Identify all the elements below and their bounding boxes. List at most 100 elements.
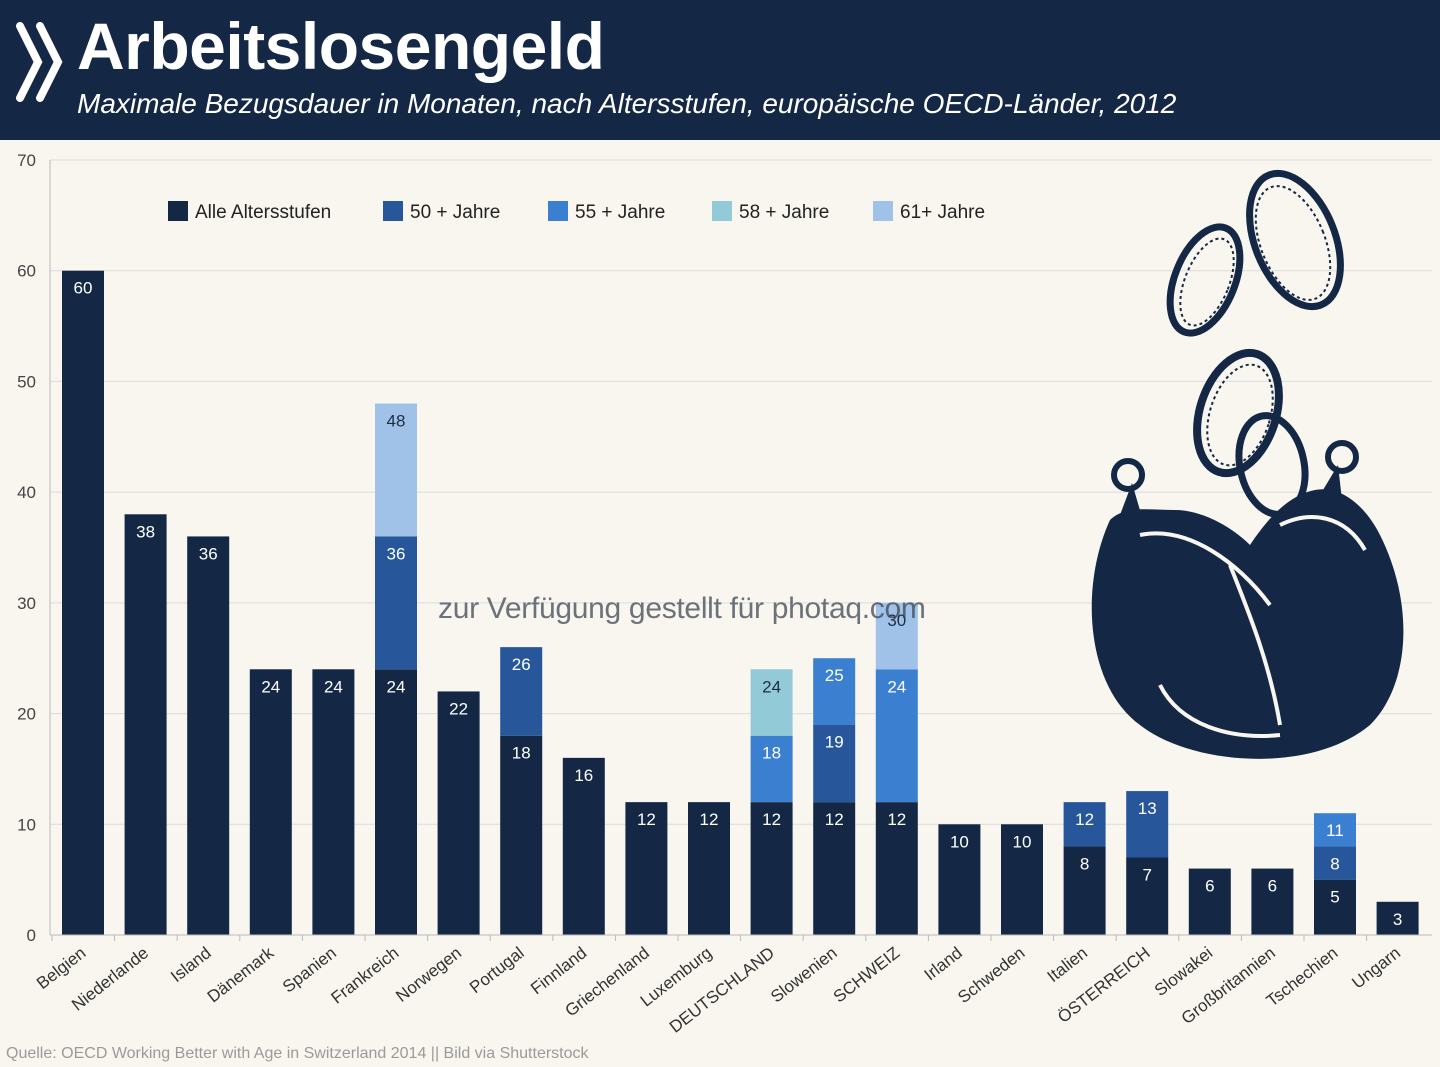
data-label: 36 (387, 544, 406, 563)
legend-label: 55 + Jahre (575, 202, 665, 223)
data-label: 38 (136, 522, 155, 541)
category-label: Portugal (466, 943, 528, 997)
data-label: 10 (1013, 832, 1032, 851)
y-tick-label: 0 (27, 926, 36, 945)
category-label: SCHWEIZ (830, 943, 903, 1006)
page-title: Arbeitslosengeld (77, 9, 605, 83)
bar-segment (1314, 879, 1356, 935)
category-label: Island (167, 943, 214, 986)
bar-segment (688, 802, 730, 935)
data-label: 24 (261, 677, 280, 696)
double-chevron-icon (16, 22, 63, 102)
data-label: 6 (1205, 877, 1214, 896)
page-subtitle: Maximale Bezugsdauer in Monaten, nach Al… (77, 88, 1177, 119)
bar-segment (1314, 813, 1356, 847)
data-label: 19 (825, 733, 844, 752)
legend-label: Alle Altersstufen (195, 202, 331, 223)
data-label: 12 (762, 810, 781, 829)
data-label: 36 (199, 544, 218, 563)
bar-segment (625, 802, 668, 935)
data-label: 12 (700, 810, 719, 829)
bar-segment (875, 802, 918, 935)
legend-label: 61+ Jahre (900, 202, 985, 223)
category-label: Spanien (279, 943, 340, 996)
y-tick-label: 40 (17, 483, 36, 502)
bar-segment (437, 691, 480, 935)
legend-label: 50 + Jahre (410, 202, 500, 223)
y-tick-label: 20 (17, 705, 36, 724)
data-label: 30 (887, 611, 906, 630)
bar-segment (562, 757, 605, 935)
watermark-text: zur Verfügung gestellt für photaq.com (438, 592, 926, 625)
data-label: 12 (1075, 810, 1094, 829)
category-label: Norwegen (392, 943, 465, 1006)
y-tick-label: 30 (17, 594, 36, 613)
category-label: Frankreich (327, 943, 402, 1007)
data-label: 12 (887, 810, 906, 829)
data-label: 11 (1326, 821, 1344, 840)
legend-swatch (548, 201, 568, 221)
y-tick-label: 70 (17, 151, 36, 170)
bar-segment (124, 514, 167, 935)
legend-label: 58 + Jahre (739, 202, 829, 223)
y-axis: 0 10 20 30 40 50 60 70 (17, 151, 51, 945)
bar-segment (500, 735, 543, 935)
category-label: Dänemark (204, 943, 278, 1007)
data-label: 8 (1080, 854, 1089, 873)
bar-segment (1001, 824, 1043, 935)
data-label: 18 (512, 744, 531, 763)
coin-purse-illustration (1091, 169, 1404, 759)
bar-segment (1126, 857, 1169, 935)
y-tick-label: 10 (17, 815, 36, 834)
bar-segment (1314, 846, 1356, 880)
bar-segment (813, 658, 856, 725)
purse-highlights (1139, 515, 1367, 738)
category-label: Belgien (33, 943, 89, 993)
bar-segment (375, 403, 417, 537)
source-note: Quelle: OECD Working Better with Age in … (6, 1045, 589, 1062)
data-label: 16 (574, 766, 593, 785)
category-label: DEUTSCHLAND (666, 943, 778, 1036)
data-label: 25 (825, 666, 844, 685)
legend-swatch (712, 201, 732, 221)
data-label: 24 (324, 677, 343, 696)
y-tick-label: 50 (17, 372, 36, 391)
category-label: Irland (921, 943, 966, 984)
bar-segment (375, 536, 417, 670)
bar-segment (375, 669, 417, 935)
data-label: 48 (387, 412, 406, 431)
data-label: 26 (512, 655, 531, 674)
data-label: 7 (1142, 866, 1151, 885)
bar-segment (1251, 868, 1294, 935)
data-label: 5 (1330, 888, 1339, 907)
bar-segment (750, 735, 793, 803)
bar-segment (750, 802, 793, 935)
data-label: 24 (387, 677, 406, 696)
data-label: 3 (1393, 910, 1402, 929)
bar-segment (813, 724, 856, 803)
legend-swatch (168, 201, 188, 221)
bar-segment (938, 824, 981, 935)
data-label: 8 (1330, 854, 1339, 873)
legend-swatch (383, 201, 403, 221)
data-label: 12 (825, 810, 844, 829)
data-label: 22 (449, 699, 468, 718)
category-label: Italien (1044, 943, 1091, 986)
bar-segment (1063, 846, 1106, 935)
bar-segment (312, 669, 355, 935)
data-label: 10 (950, 832, 969, 851)
bar-segment (500, 647, 543, 736)
data-label: 24 (887, 677, 906, 696)
bar-segment (249, 669, 292, 935)
category-label: Ungarn (1348, 943, 1404, 992)
bar-segment (1376, 901, 1419, 935)
category-label: Schweden (954, 943, 1028, 1007)
header-banner: Arbeitslosengeld Maximale Bezugsdauer in… (0, 0, 1440, 140)
bar-segment (1126, 791, 1169, 858)
bar-segment (1063, 802, 1106, 847)
purse-body (1091, 465, 1404, 759)
